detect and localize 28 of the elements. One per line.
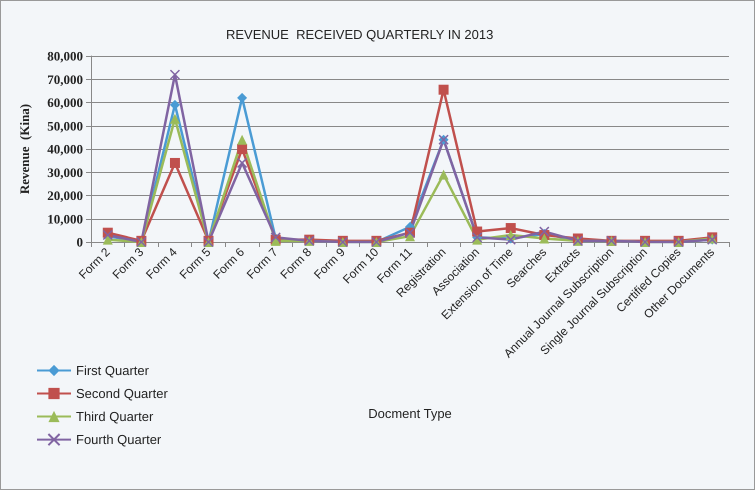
point <box>170 158 180 168</box>
point <box>170 69 180 80</box>
point <box>237 134 248 145</box>
y-tick-label: 10,000 <box>47 211 83 226</box>
y-tick-label: 0 <box>76 234 83 250</box>
point <box>506 223 516 234</box>
point <box>236 158 248 168</box>
y-tick-label: 20,000 <box>47 188 83 203</box>
point <box>237 144 248 154</box>
y-tick-label: 50,000 <box>47 118 83 134</box>
y-tick-label: 30,000 <box>47 164 83 180</box>
legend-label: First Quarter <box>76 363 150 378</box>
y-tick-label: 80,000 <box>47 48 83 64</box>
point <box>102 234 113 245</box>
legend-label: Second Quarter <box>76 386 168 401</box>
y-tick-label: 70,000 <box>47 72 83 87</box>
point <box>539 226 550 237</box>
legend-label: Third Quarter <box>76 409 154 424</box>
x-axis-title: Docment Type <box>368 406 452 421</box>
legend-label: Fourth Quarter <box>76 432 162 448</box>
point <box>438 84 449 95</box>
y-tick-label: 60,000 <box>47 95 83 110</box>
point <box>438 170 449 180</box>
y-axis-title: Revenue (Kina) <box>17 104 32 194</box>
point <box>539 234 550 244</box>
chart-title: REVENUE RECEIVED QUARTERLY IN 2013 <box>226 27 494 42</box>
y-tick-label: 40,000 <box>47 142 83 156</box>
point <box>170 114 180 124</box>
